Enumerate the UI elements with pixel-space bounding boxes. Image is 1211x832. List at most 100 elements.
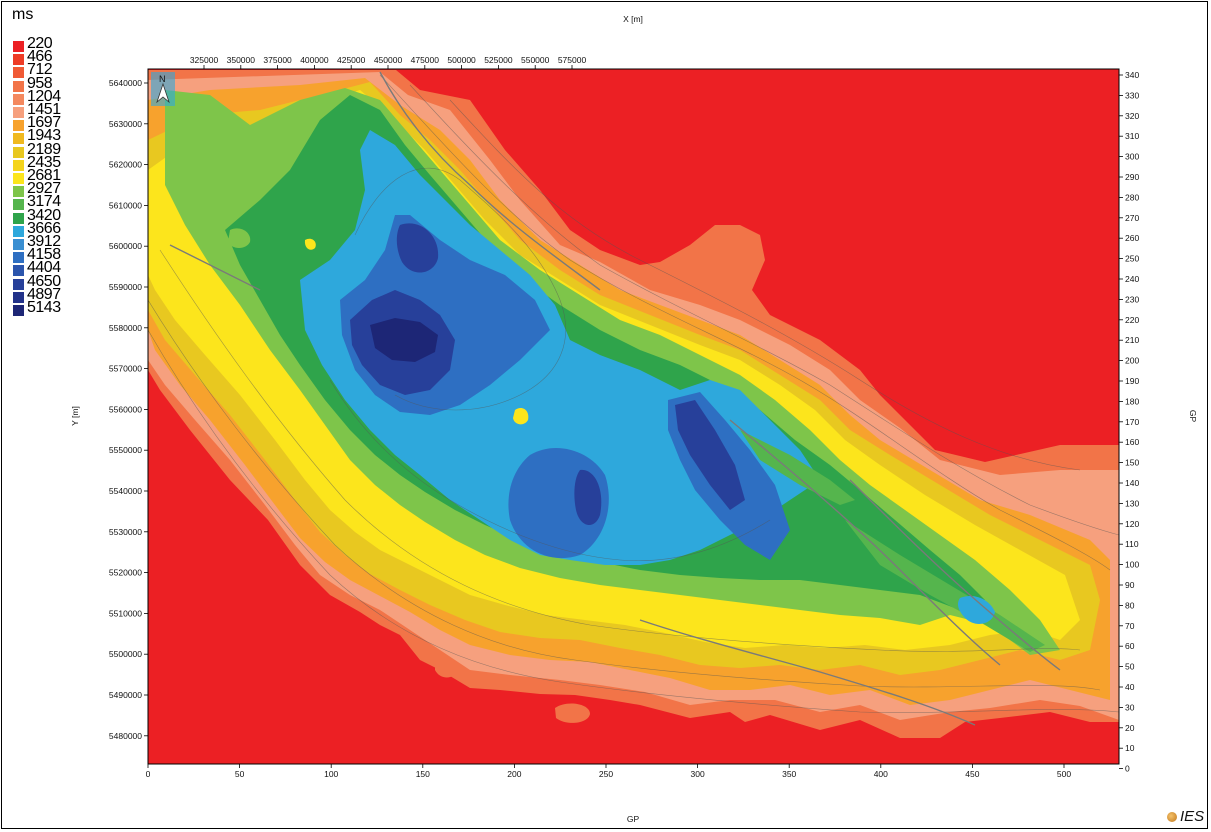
map-plot-area	[148, 69, 1119, 764]
y-tick-label: 5590000	[109, 282, 142, 292]
legend-entry: 1697	[13, 115, 133, 132]
legend-swatch	[13, 133, 24, 145]
legend-entry: 2927	[13, 181, 133, 198]
gp-bottom-tick-label: 0	[146, 769, 151, 779]
x-tick-label: 325000	[190, 55, 219, 65]
gp-right-tick-label: 60	[1125, 641, 1135, 651]
gp-bottom-tick-label: 300	[691, 769, 705, 779]
band-islet-2	[555, 703, 590, 723]
legend-value: 1204	[27, 87, 61, 105]
legend-entry: 5143	[13, 300, 133, 316]
legend-swatch	[13, 225, 24, 237]
x-tick-label: 425000	[337, 55, 366, 65]
gp-right-tick-label: 0	[1125, 764, 1130, 774]
legend-value: 2189	[27, 140, 61, 158]
gp-right-tick-label: 110	[1125, 539, 1139, 549]
y-tick-label: 5630000	[109, 119, 142, 129]
legend-value: 3912	[27, 233, 61, 250]
legend-value: 3420	[27, 206, 61, 224]
gp-right-tick-label: 340	[1125, 70, 1139, 80]
legend-swatch	[13, 186, 24, 198]
legend-swatch	[13, 41, 24, 52]
y-tick-label: 5570000	[109, 364, 142, 374]
legend-entry: 3666	[13, 220, 133, 237]
legend-entry: 4158	[13, 247, 133, 264]
legend-swatch	[13, 265, 24, 277]
axes: 325000 350000 375000 400000 425000 450000 4750…	[70, 14, 1198, 824]
y-tick-label: 5550000	[109, 445, 142, 455]
north-arrow-label: N	[159, 74, 166, 84]
gp-right-tick-label: 320	[1125, 111, 1139, 121]
band-4650-d	[574, 469, 602, 526]
gp-bottom-tick-label: 450	[965, 769, 979, 779]
legend-entry: 3420	[13, 207, 133, 224]
gp-right-tick-label: 200	[1125, 356, 1139, 366]
contour-line-3	[159, 249, 1081, 652]
legend-entry: 2681	[13, 168, 133, 184]
legend-entry: 4650	[13, 273, 133, 290]
band-5143	[370, 318, 438, 362]
gp-right-tick-label: 70	[1125, 621, 1135, 631]
legend-value: 2435	[27, 153, 61, 171]
legend-entry: 1451	[13, 102, 133, 118]
y-tick-label: 5560000	[109, 404, 142, 414]
gp-right-tick-label: 180	[1125, 396, 1139, 406]
band-island-3	[304, 238, 316, 250]
legend-swatch	[13, 199, 24, 211]
x-tick-label: 400000	[300, 55, 329, 65]
legend-value: 2681	[27, 167, 61, 184]
legend-value: 1697	[27, 114, 61, 132]
gp-right-tick-label: 250	[1125, 254, 1139, 264]
legend-entry: 2189	[13, 141, 133, 158]
gp-bottom-tick-label: 400	[874, 769, 888, 779]
y-tick-label: 5480000	[109, 731, 142, 741]
y-tick-label: 5580000	[109, 323, 142, 333]
y-tick-label: 5600000	[109, 241, 142, 251]
gp-bottom-tick-label: 500	[1057, 769, 1071, 779]
x-tick-label: 375000	[263, 55, 292, 65]
legend-swatch	[13, 291, 24, 303]
gp-right-tick-label: 40	[1125, 682, 1135, 692]
legend-swatch	[13, 107, 24, 118]
ies-logo-mark	[1167, 812, 1177, 822]
legend-value: 220	[27, 35, 53, 52]
gp-right-tick-label: 30	[1125, 702, 1135, 712]
y-tick-label: 5610000	[109, 200, 142, 210]
legend-swatch	[13, 93, 24, 105]
legend-value: 466	[27, 48, 53, 66]
y-tick-label: 5510000	[109, 608, 142, 618]
legend-value: 1943	[27, 127, 61, 145]
legend-entry: 712	[13, 62, 133, 79]
legend-value: 4404	[27, 259, 61, 277]
band-4650-c	[675, 400, 745, 510]
legend-value: 3666	[27, 219, 61, 237]
gp-right-tick-label: 80	[1125, 600, 1135, 610]
legend-value: 5143	[27, 299, 61, 316]
band-island-2	[228, 228, 251, 248]
contour-line-8	[329, 379, 771, 562]
ies-logo-text: IES	[1180, 808, 1205, 825]
contour-bands	[148, 70, 1119, 738]
legend-entry: 1943	[13, 128, 133, 145]
legend-value: 2927	[27, 180, 61, 198]
x-tick-label: 350000	[227, 55, 256, 65]
band-se-ridge-1	[740, 430, 855, 505]
gp-right-tick-label: 280	[1125, 192, 1139, 202]
gp-bottom-tick-label: 150	[416, 769, 430, 779]
gp-bottom-tick-label: 250	[599, 769, 613, 779]
legend-swatch	[13, 173, 24, 184]
gp-right-tick-label: 270	[1125, 213, 1139, 223]
legend-value: 3174	[27, 193, 61, 211]
contour-line-7	[354, 168, 567, 411]
gp-right-tick-label: 140	[1125, 478, 1139, 488]
legend-value: 4650	[27, 272, 61, 290]
contour-line-6	[449, 99, 1081, 471]
gp-right-tick-label: 50	[1125, 662, 1135, 672]
plot-border	[147, 68, 1120, 765]
fault-line-2	[729, 419, 1001, 666]
contour-line-2	[148, 299, 1101, 691]
gp-right-tick-label: 220	[1125, 315, 1139, 325]
gp-right-tick-label: 260	[1125, 233, 1139, 243]
x-tick-label: 500000	[447, 55, 476, 65]
legend-swatch	[13, 212, 24, 224]
